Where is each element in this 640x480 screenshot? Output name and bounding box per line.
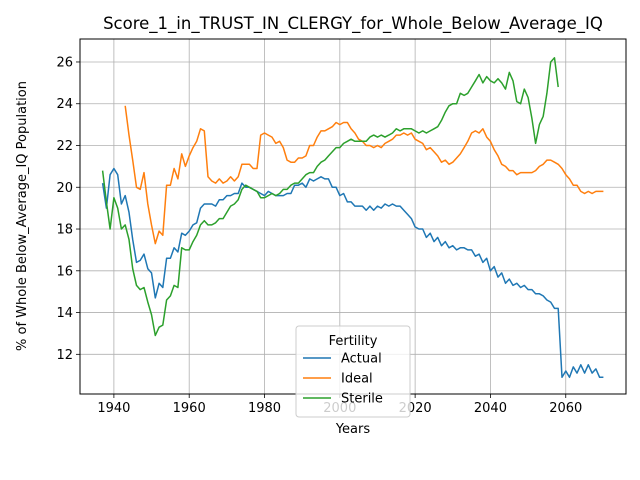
y-tick-label: 20 — [56, 181, 73, 196]
x-axis-label: Years — [335, 422, 371, 437]
y-tick-label: 14 — [56, 306, 73, 321]
legend-entries: Actual Ideal Sterile — [303, 352, 383, 407]
x-tick-label: 1960 — [173, 401, 206, 416]
y-tick-label: 26 — [56, 55, 73, 70]
y-tick-label: 16 — [56, 264, 73, 279]
legend-box — [295, 325, 411, 418]
x-tick-label: 1980 — [248, 401, 281, 416]
series-line-ideal — [124, 105, 604, 245]
series-layer — [101, 57, 604, 379]
grid — [80, 39, 626, 394]
x-tick-label: 2060 — [549, 401, 582, 416]
y-axis: 12 14 16 18 20 22 24 26 — [56, 55, 80, 363]
chart-title: Score_1_in_TRUST_IN_CLERGY_for_Whole_Bel… — [103, 14, 603, 34]
series-line-actual — [101, 167, 604, 379]
legend-title: Fertility — [329, 334, 378, 349]
x-tick-label: 1940 — [97, 401, 130, 416]
legend-label-ideal: Ideal — [341, 372, 373, 387]
y-tick-label: 18 — [56, 223, 73, 238]
y-tick-label: 24 — [56, 97, 73, 112]
x-tick-label: 2040 — [474, 401, 507, 416]
legend-label-actual: Actual — [341, 352, 382, 367]
series-line-sterile — [101, 57, 559, 337]
y-axis-label: % of Whole Below_Average_IQ Population — [15, 81, 30, 351]
legend: Fertility Actual Ideal Sterile — [295, 325, 411, 418]
y-tick-label: 12 — [56, 348, 73, 363]
legend-label-sterile: Sterile — [341, 392, 383, 407]
y-tick-label: 22 — [56, 139, 73, 154]
